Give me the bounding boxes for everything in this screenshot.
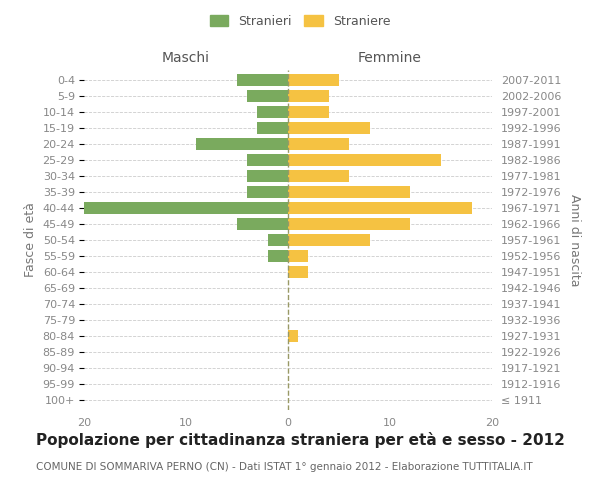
Bar [268, 234, 288, 246]
Text: Maschi: Maschi [162, 51, 210, 65]
Bar [288, 218, 410, 230]
Bar [288, 154, 441, 166]
Bar [268, 250, 288, 262]
Y-axis label: Anni di nascita: Anni di nascita [568, 194, 581, 286]
Y-axis label: Fasce di età: Fasce di età [24, 202, 37, 278]
Bar [288, 186, 410, 198]
Bar [237, 218, 288, 230]
Bar [288, 234, 370, 246]
Bar [288, 138, 349, 150]
Text: Femmine: Femmine [358, 51, 422, 65]
Legend: Stranieri, Straniere: Stranieri, Straniere [206, 11, 394, 32]
Bar [288, 250, 308, 262]
Text: Popolazione per cittadinanza straniera per età e sesso - 2012: Popolazione per cittadinanza straniera p… [36, 432, 565, 448]
Text: COMUNE DI SOMMARIVA PERNO (CN) - Dati ISTAT 1° gennaio 2012 - Elaborazione TUTTI: COMUNE DI SOMMARIVA PERNO (CN) - Dati IS… [36, 462, 533, 472]
Bar [247, 154, 288, 166]
Bar [288, 330, 298, 342]
Bar [288, 74, 339, 86]
Bar [237, 74, 288, 86]
Bar [257, 106, 288, 118]
Bar [288, 202, 472, 214]
Bar [288, 266, 308, 278]
Bar [196, 138, 288, 150]
Bar [257, 122, 288, 134]
Bar [247, 186, 288, 198]
Bar [288, 90, 329, 102]
Bar [247, 170, 288, 182]
Bar [84, 202, 288, 214]
Bar [247, 90, 288, 102]
Bar [288, 122, 370, 134]
Bar [288, 106, 329, 118]
Bar [288, 170, 349, 182]
